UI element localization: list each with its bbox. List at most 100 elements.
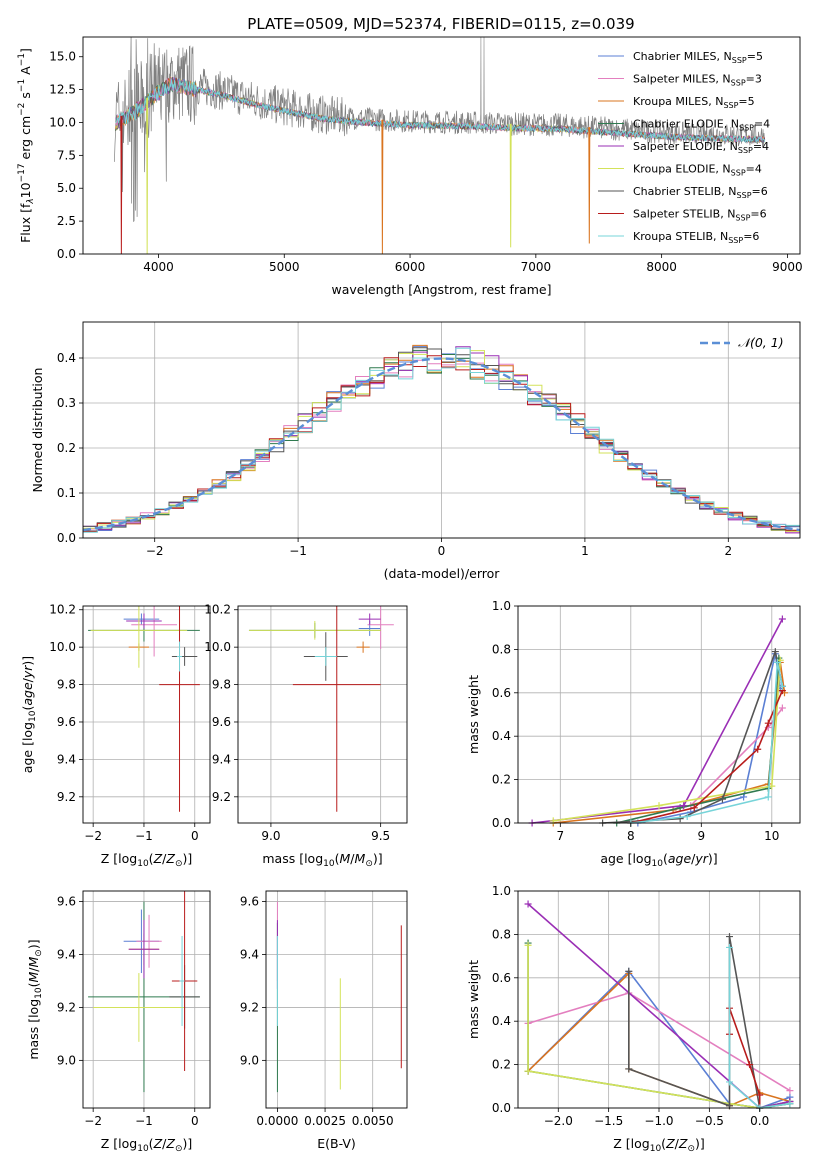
weight-marker (690, 804, 698, 812)
weight-line (553, 660, 782, 822)
x-axis-label: Z [log10(Z/Z⊙)] (101, 1136, 193, 1154)
weight-marker (680, 802, 688, 810)
y-tick-label: 9.6 (57, 715, 76, 729)
legend-label: Salpeter MILES, NSSP=3 (633, 73, 762, 88)
y-tick-label: 9.4 (212, 752, 231, 766)
y-axis-label: age [log10(age/yr)] (20, 656, 38, 773)
weight-marker (756, 1091, 764, 1099)
y-tick-label: 9.8 (212, 678, 231, 692)
model-spectrum (115, 76, 765, 144)
y-tick-label: 9.4 (57, 948, 76, 962)
model-spectrum (115, 77, 766, 143)
y-axis-label: mass weight (466, 675, 481, 754)
weight-marker (524, 1067, 532, 1075)
axes-frame (265, 890, 408, 1109)
y-tick-label: 0.0 (57, 247, 76, 261)
histogram-step (83, 347, 800, 534)
x-tick-label: 0.0050 (352, 1114, 394, 1128)
y-tick-label: 10.0 (204, 640, 231, 654)
x-tick-label: 4000 (143, 260, 174, 274)
x-axis-label: (data-model)/error (384, 566, 501, 581)
weight-marker (786, 1100, 794, 1108)
weight-marker (778, 615, 786, 623)
y-tick-label: 1.0 (492, 599, 511, 613)
y-axis-label: Normed distribution (30, 368, 45, 493)
weight-marker (625, 1065, 633, 1073)
weight-line (630, 690, 784, 824)
weight-marker (746, 1061, 754, 1069)
x-tick-label: 5000 (269, 260, 300, 274)
weight-marker (773, 658, 781, 666)
spectrum-lines (114, 37, 766, 254)
weight-marker (676, 815, 684, 823)
weight-marker (786, 1087, 794, 1095)
weight-marker (726, 933, 733, 941)
weight-marker (524, 900, 532, 908)
x-axis-label: Z [log10(Z/Z⊙)] (613, 1136, 705, 1154)
y-tick-label: 0.0 (492, 1101, 511, 1115)
y-axis-label: mass [log10(M/M⊙)] (26, 939, 44, 1059)
y-tick-label: 15.0 (49, 50, 76, 64)
spectrum-panel: 4000 5000 6000 7000 8000 9000 0.0 2.5 5.0 7.5 10.0… (17, 36, 803, 297)
x-axis-label: age [log10(age/yr)] (600, 851, 717, 869)
weight-marker (683, 812, 691, 820)
legend-label: Salpeter ELODIE, NSSP=4 (633, 140, 769, 155)
y-tick-label: 0.2 (57, 441, 76, 455)
y-tick-label: 9.6 (240, 895, 259, 909)
weight-marker (655, 802, 663, 810)
x-tick-label: −1 (135, 829, 153, 843)
model-spectrum (115, 78, 766, 144)
y-tick-label: 9.2 (212, 790, 231, 804)
weight-marker (771, 648, 779, 656)
x-tick-label: 0 (191, 1114, 199, 1128)
y-tick-label: 9.2 (57, 790, 76, 804)
model-spectrum (115, 78, 766, 144)
weight-line (553, 662, 786, 824)
weights-vs-Z-panel: −2.0 −1.5 −1.0 −0.5 0.0 0.0 0.2 0.4 0.6 0.8 1.0 Z [… (466, 884, 801, 1154)
x-tick-label: 1 (581, 544, 589, 558)
weight-line (728, 947, 791, 1109)
x-tick-label: 7000 (521, 260, 552, 274)
weight-marker (764, 793, 772, 801)
x-tick-label: 9.5 (371, 829, 390, 843)
absorption-dip (588, 127, 591, 244)
model-spectrum (115, 77, 766, 144)
y-tick-label: 9.2 (57, 1000, 76, 1014)
x-tick-label: 7 (556, 829, 564, 843)
y-tick-label: 9.4 (240, 948, 259, 962)
weight-marker (764, 719, 772, 727)
absorption-dip (509, 123, 512, 248)
weight-marker (726, 1078, 733, 1086)
x-tick-label: 9000 (772, 260, 803, 274)
y-tick-label: 10.0 (49, 115, 76, 129)
absorption-dip (146, 97, 149, 254)
weight-marker (726, 943, 733, 951)
y-tick-label: 0.8 (492, 642, 511, 656)
figure-title: PLATE=0509, MJD=52374, FIBERID=0115, z=0… (247, 15, 634, 33)
x-tick-label: −1 (289, 544, 307, 558)
y-axis-label: Flux [fλ10−17 erg cm−2 s−1 A−1] (17, 48, 36, 243)
x-tick-label: 0.0 (750, 1114, 769, 1128)
model-spectrum (115, 77, 766, 144)
x-tick-label: 9.0 (261, 829, 280, 843)
y-tick-label: 10.2 (49, 603, 76, 617)
y-tick-label: 12.5 (49, 83, 76, 97)
y-tick-label: 2.5 (57, 214, 76, 228)
x-tick-label: 2 (724, 544, 732, 558)
x-tick-label: −2 (84, 829, 102, 843)
residuals-panel: −2 −1 0 1 2 0.0 0.1 0.2 0.3 0.4 (data-model)/error… (30, 321, 801, 581)
legend-label: Kroupa MILES, NSSP=5 (633, 95, 755, 110)
axes-frame (82, 36, 801, 255)
x-tick-label: −2 (84, 1114, 102, 1128)
legend-label: Chabrier MILES, NSSP=5 (633, 50, 763, 65)
legend-label: Chabrier ELODIE, NSSP=4 (633, 118, 770, 133)
weights-vs-age-panel: 7 8 9 10 0.0 0.2 0.4 0.6 0.8 1.0 age [log10(age/yr… (466, 599, 801, 869)
model-spectrum (115, 77, 766, 143)
weight-marker (754, 745, 762, 753)
axes-frame (82, 605, 211, 824)
mass-vs-Z-panel: −2 −1 0 9.0 9.2 9.4 9.6 Z [log10(Z/Z⊙)] mass [lo… (26, 890, 211, 1154)
y-tick-label: 0.4 (57, 351, 76, 365)
x-tick-label: −2.0 (544, 1114, 573, 1128)
errorbars (88, 606, 200, 812)
weight-marker (524, 941, 532, 949)
